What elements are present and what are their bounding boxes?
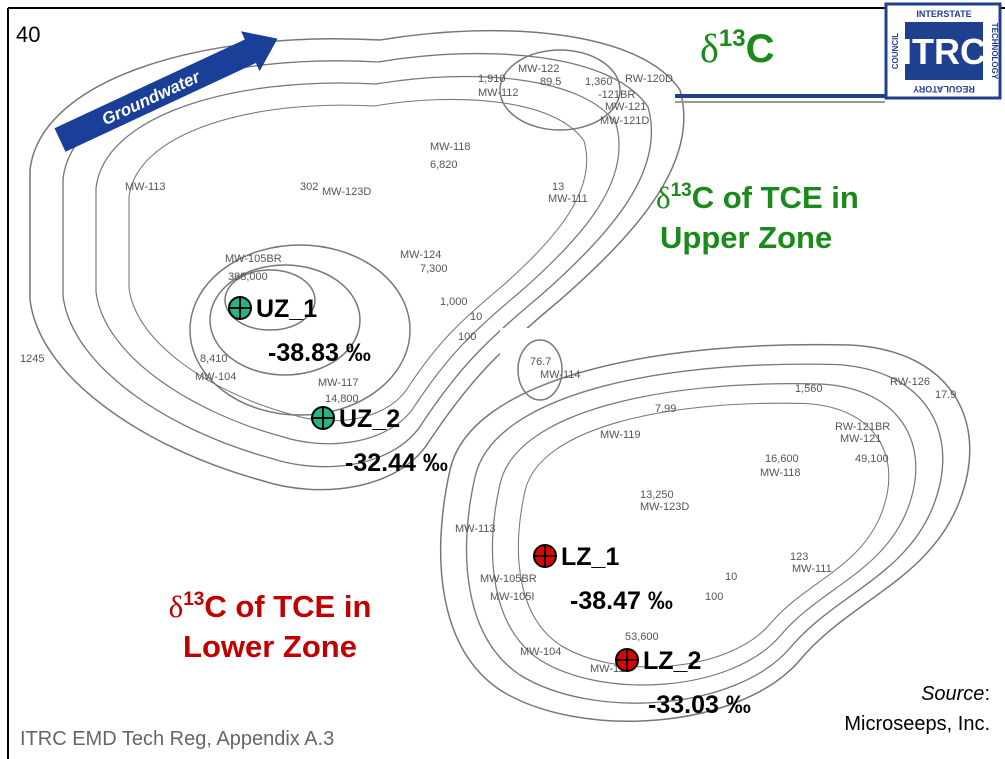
svg-text:δ13C of TCE in: δ13C of TCE in xyxy=(169,589,372,624)
map-label: MW-121D xyxy=(600,115,649,127)
map-label: MW-111 xyxy=(548,193,588,205)
map-label: 16,600 xyxy=(765,453,799,465)
map-label: 100 xyxy=(458,331,476,343)
map-label: 1,000 xyxy=(440,296,468,308)
map-label: 7,300 xyxy=(420,263,448,275)
map-label: 302 xyxy=(300,181,318,193)
map-label: 10 xyxy=(470,311,482,323)
map-label: 123 xyxy=(790,551,808,563)
slide-title: δ13C xyxy=(700,25,774,71)
footer: ITRC EMD Tech Reg, Appendix A.3 xyxy=(20,728,334,750)
map-label: MW-117 xyxy=(318,377,359,389)
slide-number: 40 xyxy=(16,22,40,47)
map-label: MW-104 xyxy=(195,371,236,383)
logo: ITRC INTERSTATE REGULATORY COUNCIL TECHN… xyxy=(884,2,1002,100)
lower-zone-map: 76.7MW-114 1,560 RW-126 17.9 7.99 MW-119 RW-12… xyxy=(439,339,971,722)
map-label: MW-113 xyxy=(125,181,166,193)
map-label: MW-122 xyxy=(518,63,559,75)
svg-text:δ13C of TCE in: δ13C of TCE in xyxy=(656,180,859,215)
map-label: MW-118 xyxy=(760,467,801,479)
logo-text: INTERSTATE xyxy=(916,9,971,19)
upper-zone-heading: δ13C of TCE in Upper Zone xyxy=(656,180,859,255)
map-label: MW-121 xyxy=(840,433,881,445)
map-label: 13 xyxy=(552,181,564,193)
point-label: UZ_2 xyxy=(339,405,400,433)
point-label: LZ_2 xyxy=(643,647,701,675)
map-label: MW-105BR xyxy=(225,253,282,265)
point-label: LZ_1 xyxy=(561,543,619,571)
map-label: 8,410 xyxy=(200,353,228,365)
logo-text: REGULATORY xyxy=(913,84,975,94)
logo-text: ITRC xyxy=(902,31,986,72)
map-label: 100 xyxy=(705,591,723,603)
logo-text: TECHNOLOGY xyxy=(990,23,999,80)
svg-text:Lower Zone: Lower Zone xyxy=(183,629,357,664)
map-label: MW-123D xyxy=(640,501,689,513)
map-label: MW-114 xyxy=(540,369,581,381)
map-label: MW-104 xyxy=(520,646,561,658)
map-label: MW-112 xyxy=(478,87,519,99)
map-label: MW-105I xyxy=(490,591,534,603)
map-label: RW-126 xyxy=(890,376,930,388)
map-label: -121BR xyxy=(598,89,635,101)
map-label: 76.7 xyxy=(530,356,551,368)
map-label: RW-120D xyxy=(625,73,673,85)
map-label: 1,360 xyxy=(585,76,613,88)
map-label: RW-121BR xyxy=(835,421,890,433)
point-value: -38.83 ‰ xyxy=(268,339,371,367)
map-label: 53,600 xyxy=(625,631,659,643)
map-label: MW-113 xyxy=(455,523,496,535)
map-label: MW-105BR xyxy=(480,573,537,585)
map-label: 1,910 xyxy=(478,73,506,85)
lower-zone-heading: δ13C of TCE in Lower Zone xyxy=(169,589,372,664)
map-label: 388,000 xyxy=(228,271,268,283)
point-value: -33.03 ‰ xyxy=(648,691,751,719)
source-name: Microseeps, Inc. xyxy=(844,713,990,735)
map-label: 14,800 xyxy=(325,393,359,405)
map-label: MW-111 xyxy=(792,563,832,575)
point-value: -32.44 ‰ xyxy=(345,449,448,477)
source-label: Source: xyxy=(921,683,990,705)
sample-points: UZ_1 -38.83 ‰ UZ_2 -32.44 ‰ LZ_1 -38.47 ‰ LZ_2… xyxy=(228,295,751,719)
lower-map-background xyxy=(425,328,1000,740)
map-label: 1,560 xyxy=(795,383,823,395)
map-label: 13,250 xyxy=(640,489,674,501)
map-label: 7.99 xyxy=(655,403,676,415)
map-label: MW-119 xyxy=(600,429,641,441)
map-label: MW-123D xyxy=(322,186,371,198)
map-label: 1245 xyxy=(20,353,44,365)
map-label: MW-118 xyxy=(430,141,471,153)
map-label: 89.5 xyxy=(540,76,561,88)
map-label: MW-121 xyxy=(605,101,646,113)
map-label: 17.9 xyxy=(935,389,956,401)
svg-text:Upper Zone: Upper Zone xyxy=(660,220,832,255)
map-label: 49,100 xyxy=(855,453,889,465)
point-label: UZ_1 xyxy=(256,295,317,323)
map-label: 10 xyxy=(725,571,737,583)
logo-text: COUNCIL xyxy=(891,33,900,70)
map-label: 6,820 xyxy=(430,159,458,171)
map-label: MW-124 xyxy=(400,249,441,261)
point-value: -38.47 ‰ xyxy=(570,587,673,615)
